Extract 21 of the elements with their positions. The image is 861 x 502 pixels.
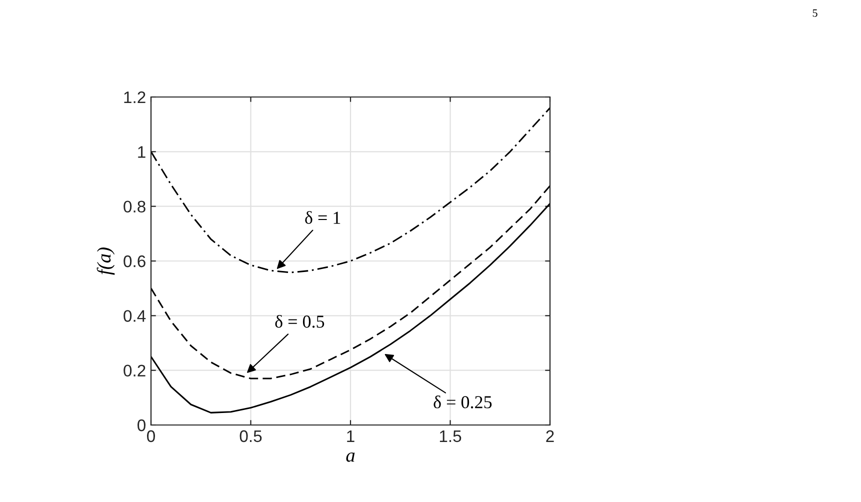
annotation: δ = 0.5 [275, 314, 324, 328]
y-tick-label: 1.2 [124, 91, 146, 104]
y-tick-label: 0.8 [124, 200, 146, 213]
y-tick-label: 0 [138, 419, 146, 432]
x-tick-label: 2 [546, 430, 554, 442]
annotation: δ = 0.25 [434, 396, 492, 408]
line-series [151, 107, 550, 274]
y-tick-label: 0.6 [124, 255, 146, 268]
x-tick-label: 0.5 [240, 430, 262, 442]
y-tick-label: 0.4 [124, 310, 146, 322]
y-tick-label: 0.2 [124, 364, 146, 377]
x-tick-label: 0 [147, 430, 155, 442]
x-axis-title: a [346, 452, 355, 462]
line-series [151, 185, 550, 380]
line-series [151, 202, 550, 414]
y-tick-label: 1 [138, 146, 146, 158]
x-tick-label: 1.5 [440, 430, 462, 442]
y-axis-title: f(a) [96, 248, 115, 275]
text: 5 [812, 9, 818, 17]
annotation: δ = 1 [305, 211, 340, 224]
x-tick-label: 1 [347, 430, 354, 442]
